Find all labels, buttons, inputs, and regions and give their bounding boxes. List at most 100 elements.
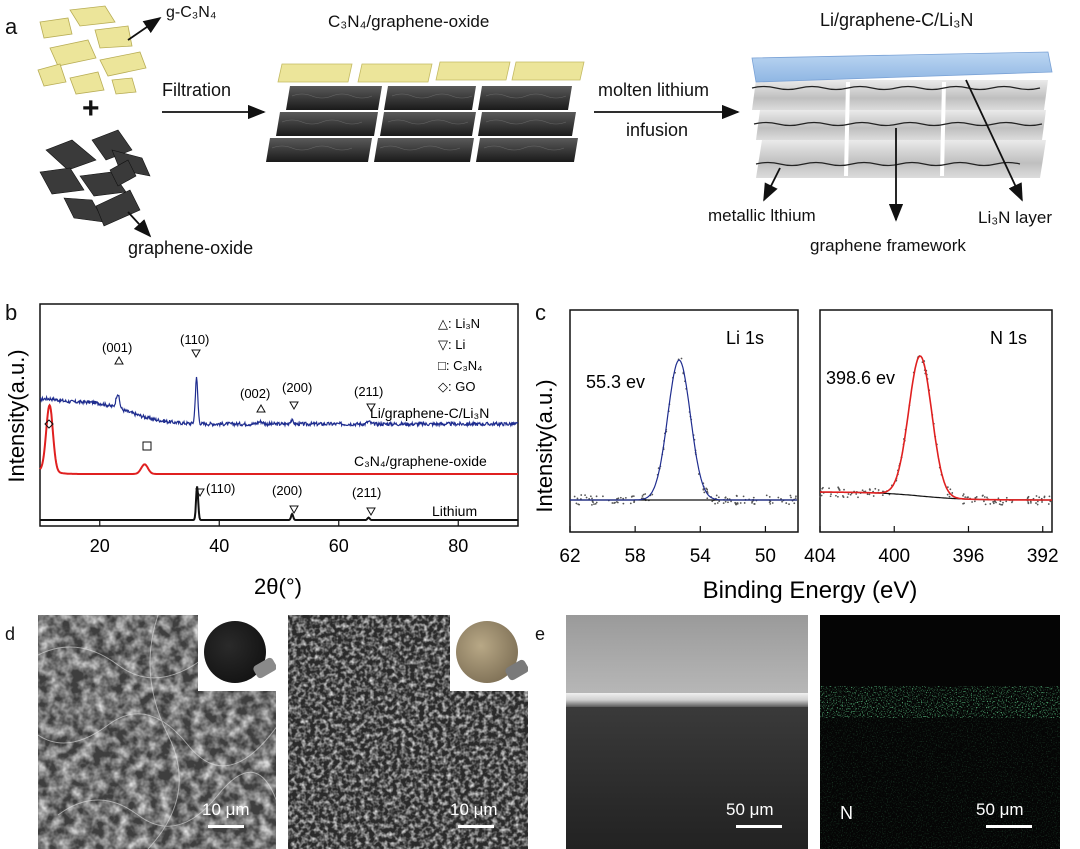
xps-data-point (1049, 500, 1052, 503)
xps-data-point (819, 495, 822, 498)
xrd-tick-label: 80 (448, 536, 468, 556)
xps-data-point (765, 494, 768, 497)
xps-data-point (632, 495, 635, 498)
xrd-tick-label: 20 (90, 536, 110, 556)
xps-x-axis-label: Binding Energy (eV) (703, 577, 918, 604)
xps-data-point (847, 493, 850, 495)
xps-data-point (624, 497, 627, 499)
xps-data-point (573, 495, 576, 498)
xps-data-point (724, 496, 727, 499)
xps-data-point (793, 502, 796, 505)
sem-image-right: 10 μm (288, 615, 528, 849)
molten-lithium-label: molten lithium (598, 80, 710, 100)
xps-data-point (986, 496, 988, 499)
xps-data-point (1011, 501, 1013, 504)
xps-data-point (843, 488, 845, 491)
xps-data-point (1027, 495, 1030, 498)
xps-data-point (726, 497, 729, 500)
xps-data-point (790, 496, 792, 499)
xps-data-point (872, 495, 875, 497)
xps-data-point (727, 501, 729, 504)
xps-data-point (780, 497, 782, 500)
xps-data-point (1043, 496, 1046, 499)
xps-tick-label: 404 (804, 546, 836, 567)
xps-data-point (946, 486, 949, 489)
inset-photo-left (198, 615, 276, 691)
xps-data-point (989, 503, 992, 505)
xps-data-point (781, 500, 784, 503)
xps-data-point (881, 494, 884, 496)
xrd-series-0 (39, 376, 519, 428)
scale-bar-right (458, 825, 494, 828)
xps-n-frame (819, 309, 1053, 533)
xps-data-point (962, 493, 965, 496)
xps-data-point (1027, 501, 1030, 504)
scale-label-d-left: 10 μm (202, 800, 250, 819)
xrd-tick-label: 40 (209, 536, 229, 556)
xps-data-point (717, 496, 720, 499)
xps-data-point (966, 496, 969, 499)
xps-data-point (820, 494, 823, 497)
xps-data-point (584, 494, 586, 497)
sem-bright-edge (566, 693, 808, 707)
xps-data-point (642, 493, 645, 496)
sem-image-left: 10 μm (38, 615, 276, 849)
panel-label-e: e (535, 624, 546, 644)
xps-data-point (964, 496, 967, 499)
xps-data-point (868, 488, 871, 491)
xps-li-peak-label: 55.3 ev (586, 372, 645, 392)
marker-li3n-001 (114, 355, 124, 365)
xps-data-point (995, 501, 997, 504)
xps-fit-line (570, 359, 797, 501)
xrd-peak-label-200-bottom: (200) (272, 483, 302, 498)
xps-data-point (591, 503, 593, 506)
xps-data-point (837, 495, 839, 498)
xps-data-point (992, 502, 995, 505)
xps-y-axis-label: Intensity(a.u.) (532, 379, 557, 512)
xps-data-point (973, 500, 976, 503)
cross-section-sem: 50 μm (566, 615, 808, 849)
xps-data-point (617, 497, 620, 500)
xrd-tick-label: 60 (329, 536, 349, 556)
xps-data-point (585, 496, 588, 499)
xps-chart: Intensity(a.u.) Li 1s 55.3 ev N 1s 398.6… (532, 309, 1059, 604)
xps-tick-label: 62 (559, 546, 580, 567)
xps-data-point (591, 497, 593, 500)
xps-data-point (576, 497, 579, 500)
xps-data-point (769, 502, 772, 505)
xps-data-point (874, 487, 877, 490)
xps-data-point (753, 503, 756, 505)
xps-data-point (722, 502, 725, 505)
xps-data-point (716, 502, 719, 504)
xps-data-point (788, 503, 790, 506)
xrd-chart: Intensity(a.u.) 2θ(°) 20 40 60 80 △: Li₃N ▽… (4, 303, 519, 599)
panel-label-b: b (5, 300, 18, 325)
xps-data-point (1035, 495, 1038, 497)
xps-data-point (1036, 503, 1039, 506)
xps-data-point (735, 503, 738, 506)
xrd-y-axis-label: Intensity(a.u.) (4, 349, 29, 482)
composite-stack (266, 61, 585, 162)
xps-data-point (706, 490, 709, 493)
xps-data-point (730, 500, 732, 503)
xrd-legend-go: ◇: GO (438, 379, 475, 394)
xps-data-point (616, 497, 618, 500)
xps-data-point (743, 502, 746, 504)
scale-bar-e-right (986, 825, 1032, 828)
xps-data-point (724, 500, 727, 503)
xps-data-point (1035, 502, 1037, 504)
xps-tick-label: 400 (878, 546, 910, 567)
xps-tick-label: 50 (755, 546, 776, 567)
xrd-series (39, 376, 519, 521)
xps-data-point (857, 496, 859, 499)
panel-label-c: c (535, 300, 546, 325)
marker-c3n4 (142, 441, 152, 451)
xps-data-point (714, 502, 716, 505)
xrd-x-axis-label: 2θ(°) (254, 574, 302, 599)
composite-title: C₃N₄/graphene-oxide (328, 12, 490, 31)
xps-data-point (577, 503, 580, 506)
xps-data-point (1001, 503, 1004, 506)
xps-tick-label: 54 (690, 546, 712, 567)
xps-data-point (631, 495, 634, 498)
xps-data-point (735, 495, 738, 497)
